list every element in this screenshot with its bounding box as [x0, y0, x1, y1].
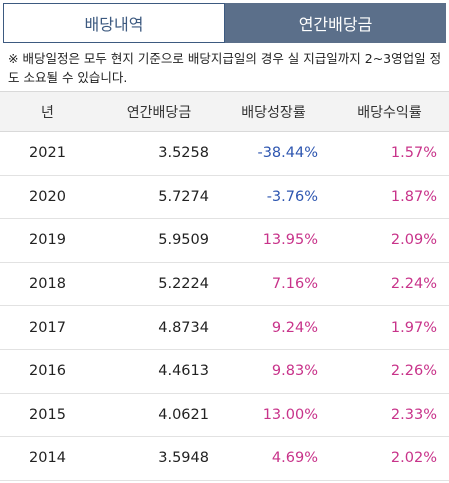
growth-cell: 9.83% [271, 363, 318, 380]
annual-dividend-table: 년 연간배당금 배당성장률 배당수익률 2021 3.5258 -38.44% 1.5… [0, 91, 449, 481]
header-dividend-yield: 배당수익률 [357, 104, 422, 121]
dividend-notice: ※ 배당일정은 모두 현지 기준으로 배당지급일의 경우 실 지급일까지 2~3… [8, 51, 442, 85]
yield-cell: 2.26% [390, 363, 437, 380]
year-cell: 2016 [29, 363, 66, 380]
growth-cell: 4.69% [271, 450, 318, 467]
year-cell: 2019 [29, 232, 66, 249]
growth-cell: 9.24% [271, 319, 318, 336]
dividend-cell: 5.9509 [158, 232, 209, 249]
year-cell: 2015 [29, 406, 66, 423]
year-cell: 2017 [29, 319, 66, 336]
yield-cell: 2.09% [390, 232, 437, 249]
yield-cell: 2.24% [390, 276, 437, 293]
table-row: 2021 3.5258 -38.44% 1.57% [0, 132, 449, 176]
dividend-cell: 5.2224 [158, 276, 209, 293]
yield-cell: 1.57% [390, 145, 437, 162]
yield-cell: 1.97% [390, 319, 437, 336]
header-dividend-growth: 배당성장률 [241, 104, 306, 121]
dividend-cell: 4.8734 [158, 319, 209, 336]
year-cell: 2014 [29, 450, 66, 467]
table-header: 년 연간배당금 배당성장률 배당수익률 [0, 91, 449, 132]
table-row: 2020 5.7274 -3.76% 1.87% [0, 176, 449, 220]
dividend-cell: 3.5258 [158, 145, 209, 162]
table-row: 2019 5.9509 13.95% 2.09% [0, 219, 449, 263]
table-row: 2018 5.2224 7.16% 2.24% [0, 263, 449, 307]
year-cell: 2020 [29, 188, 66, 205]
growth-cell: 13.95% [262, 232, 318, 249]
tab-dividend-history[interactable]: 배당내역 [3, 3, 225, 43]
table-row: 2016 4.4613 9.83% 2.26% [0, 350, 449, 394]
year-cell: 2018 [29, 276, 66, 293]
table-row: 2015 4.0621 13.00% 2.33% [0, 394, 449, 438]
tab-annual-dividend[interactable]: 연간배당금 [225, 3, 446, 43]
year-cell: 2021 [29, 145, 66, 162]
yield-cell: 2.33% [390, 406, 437, 423]
dividend-cell: 4.4613 [158, 363, 209, 380]
header-annual-dividend: 연간배당금 [126, 104, 192, 121]
yield-cell: 1.87% [390, 188, 437, 205]
header-year: 년 [41, 104, 54, 121]
dividend-cell: 3.5948 [158, 450, 209, 467]
table-body: 2021 3.5258 -38.44% 1.57% 2020 5.7274 -3.76% 1.… [0, 132, 449, 481]
yield-cell: 2.02% [390, 450, 437, 467]
table-row: 2017 4.8734 9.24% 1.97% [0, 306, 449, 350]
growth-cell: 13.00% [262, 406, 318, 423]
growth-cell: 7.16% [271, 276, 318, 293]
tab-bar: 배당내역 연간배당금 [0, 0, 449, 46]
growth-cell: -3.76% [266, 188, 318, 205]
dividend-cell: 4.0621 [158, 406, 209, 423]
dividend-cell: 5.7274 [158, 188, 209, 205]
table-row: 2014 3.5948 4.69% 2.02% [0, 437, 449, 481]
growth-cell: -38.44% [257, 145, 318, 162]
